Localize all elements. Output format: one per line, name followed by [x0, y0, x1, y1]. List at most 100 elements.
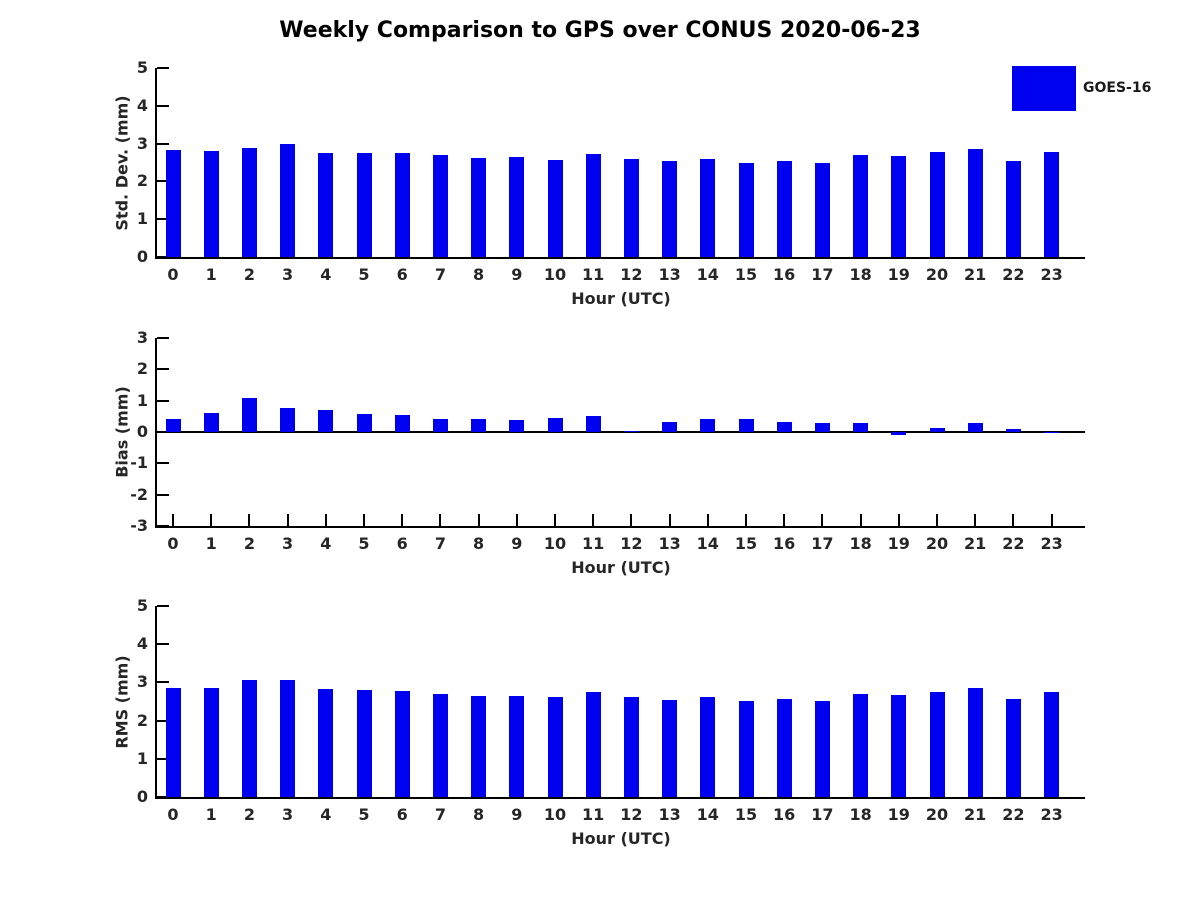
x-tick-label: 10: [543, 534, 567, 553]
y-tick-label: 3: [136, 672, 148, 692]
bar-hour-0: [165, 150, 181, 257]
bar-hour-15: [738, 701, 754, 797]
bar-hour-0: [165, 687, 181, 797]
x-tick-label: 0: [167, 534, 179, 553]
x-tick-label: 0: [167, 805, 179, 824]
x-tick: [1012, 514, 1015, 526]
x-tick-label: 21: [964, 805, 987, 824]
x-tick-label: 22: [1002, 534, 1025, 553]
bar-hour-16: [776, 161, 792, 257]
x-tick: [783, 514, 786, 526]
y-axis-label: RMS (mm): [112, 654, 132, 749]
bar-hour-18: [853, 423, 869, 432]
y-tick: [157, 643, 169, 646]
x-tick-label: 22: [1002, 805, 1025, 824]
x-tick: [363, 514, 365, 526]
y-axis: [155, 68, 157, 259]
x-tick-label: 17: [811, 534, 834, 553]
x-tick-label: 1: [205, 534, 217, 553]
y-tick-label: 2: [136, 710, 148, 730]
x-tick-label: 14: [696, 534, 719, 553]
y-tick: [157, 796, 169, 798]
x-tick-label: 11: [582, 534, 605, 553]
bar-hour-16: [776, 421, 792, 432]
bar-hour-13: [662, 160, 678, 257]
y-tick: [157, 493, 169, 496]
x-tick: [897, 514, 900, 526]
y-tick-label: 3: [136, 328, 148, 347]
y-tick: [157, 757, 169, 760]
x-tick-label: 6: [396, 265, 408, 284]
x-tick-label: 15: [734, 805, 758, 824]
bar-hour-23: [1044, 691, 1060, 797]
x-tick: [706, 514, 709, 526]
x-tick-label: 5: [358, 534, 370, 553]
bar-hour-20: [929, 428, 945, 432]
x-tick-label: 4: [320, 265, 332, 284]
bar-hour-21: [967, 422, 983, 432]
bar-hour-3: [280, 144, 296, 257]
bar-hour-2: [241, 397, 257, 432]
bar-hour-5: [356, 413, 372, 432]
bar-hour-15: [738, 419, 754, 432]
x-tick: [821, 514, 824, 526]
legend-label: GOES-16: [1083, 80, 1152, 96]
x-tick-label: 9: [511, 534, 523, 553]
x-tick-label: 0: [167, 265, 179, 284]
y-tick-label: 3: [136, 133, 148, 153]
x-tick-label: 13: [658, 805, 681, 824]
x-tick-label: 7: [434, 265, 446, 284]
x-tick-label: 23: [1040, 534, 1063, 553]
bar-hour-17: [814, 701, 830, 797]
x-tick-label: 8: [473, 805, 485, 824]
x-tick-label: 16: [773, 805, 796, 824]
x-tick: [248, 514, 251, 526]
bar-hour-14: [700, 419, 716, 432]
x-tick-label: 11: [582, 265, 605, 284]
x-tick-label: 4: [320, 534, 332, 553]
legend-swatch-goes16: [1012, 66, 1076, 111]
y-axis: [155, 606, 157, 799]
bar-hour-17: [814, 162, 830, 257]
x-tick-label: 9: [511, 805, 523, 824]
y-tick: [157, 67, 169, 69]
bar-hour-4: [318, 688, 334, 797]
x-tick: [324, 514, 327, 526]
y-tick-label: 5: [136, 596, 148, 615]
x-tick-label: 1: [205, 805, 217, 824]
bar-hour-8: [471, 418, 487, 432]
bar-hour-18: [853, 693, 869, 797]
x-tick-label: 10: [543, 265, 567, 284]
x-axis-label: Hour (UTC): [571, 289, 671, 308]
bar-hour-15: [738, 163, 754, 257]
y-tick-label: 1: [136, 209, 148, 229]
bar-hour-6: [394, 414, 410, 432]
bar-hour-9: [509, 695, 525, 797]
x-tick-label: 16: [773, 534, 796, 553]
bar-hour-2: [241, 679, 257, 797]
y-tick: [157, 605, 169, 607]
x-tick: [439, 514, 442, 526]
y-tick-label: 0: [136, 247, 148, 266]
y-tick-label: 5: [136, 58, 148, 77]
x-tick-label: 18: [849, 534, 872, 553]
bar-hour-21: [967, 687, 983, 797]
x-tick-label: 5: [358, 805, 370, 824]
y-tick: [157, 142, 169, 145]
x-tick-label: 12: [620, 265, 643, 284]
x-tick-label: 19: [887, 265, 910, 284]
x-tick: [974, 514, 977, 526]
bar-hour-19: [891, 432, 907, 435]
bar-hour-7: [432, 418, 448, 432]
bar-hour-0: [165, 418, 181, 432]
y-tick: [157, 719, 169, 722]
bar-hour-5: [356, 690, 372, 797]
x-tick-label: 3: [282, 805, 294, 824]
y-tick-label: 4: [136, 634, 148, 654]
x-tick-label: 17: [811, 265, 834, 284]
x-tick-label: 8: [473, 534, 485, 553]
x-tick: [401, 514, 404, 526]
x-tick-label: 8: [473, 265, 485, 284]
bar-hour-22: [1005, 160, 1021, 257]
bar-hour-22: [1005, 428, 1021, 432]
